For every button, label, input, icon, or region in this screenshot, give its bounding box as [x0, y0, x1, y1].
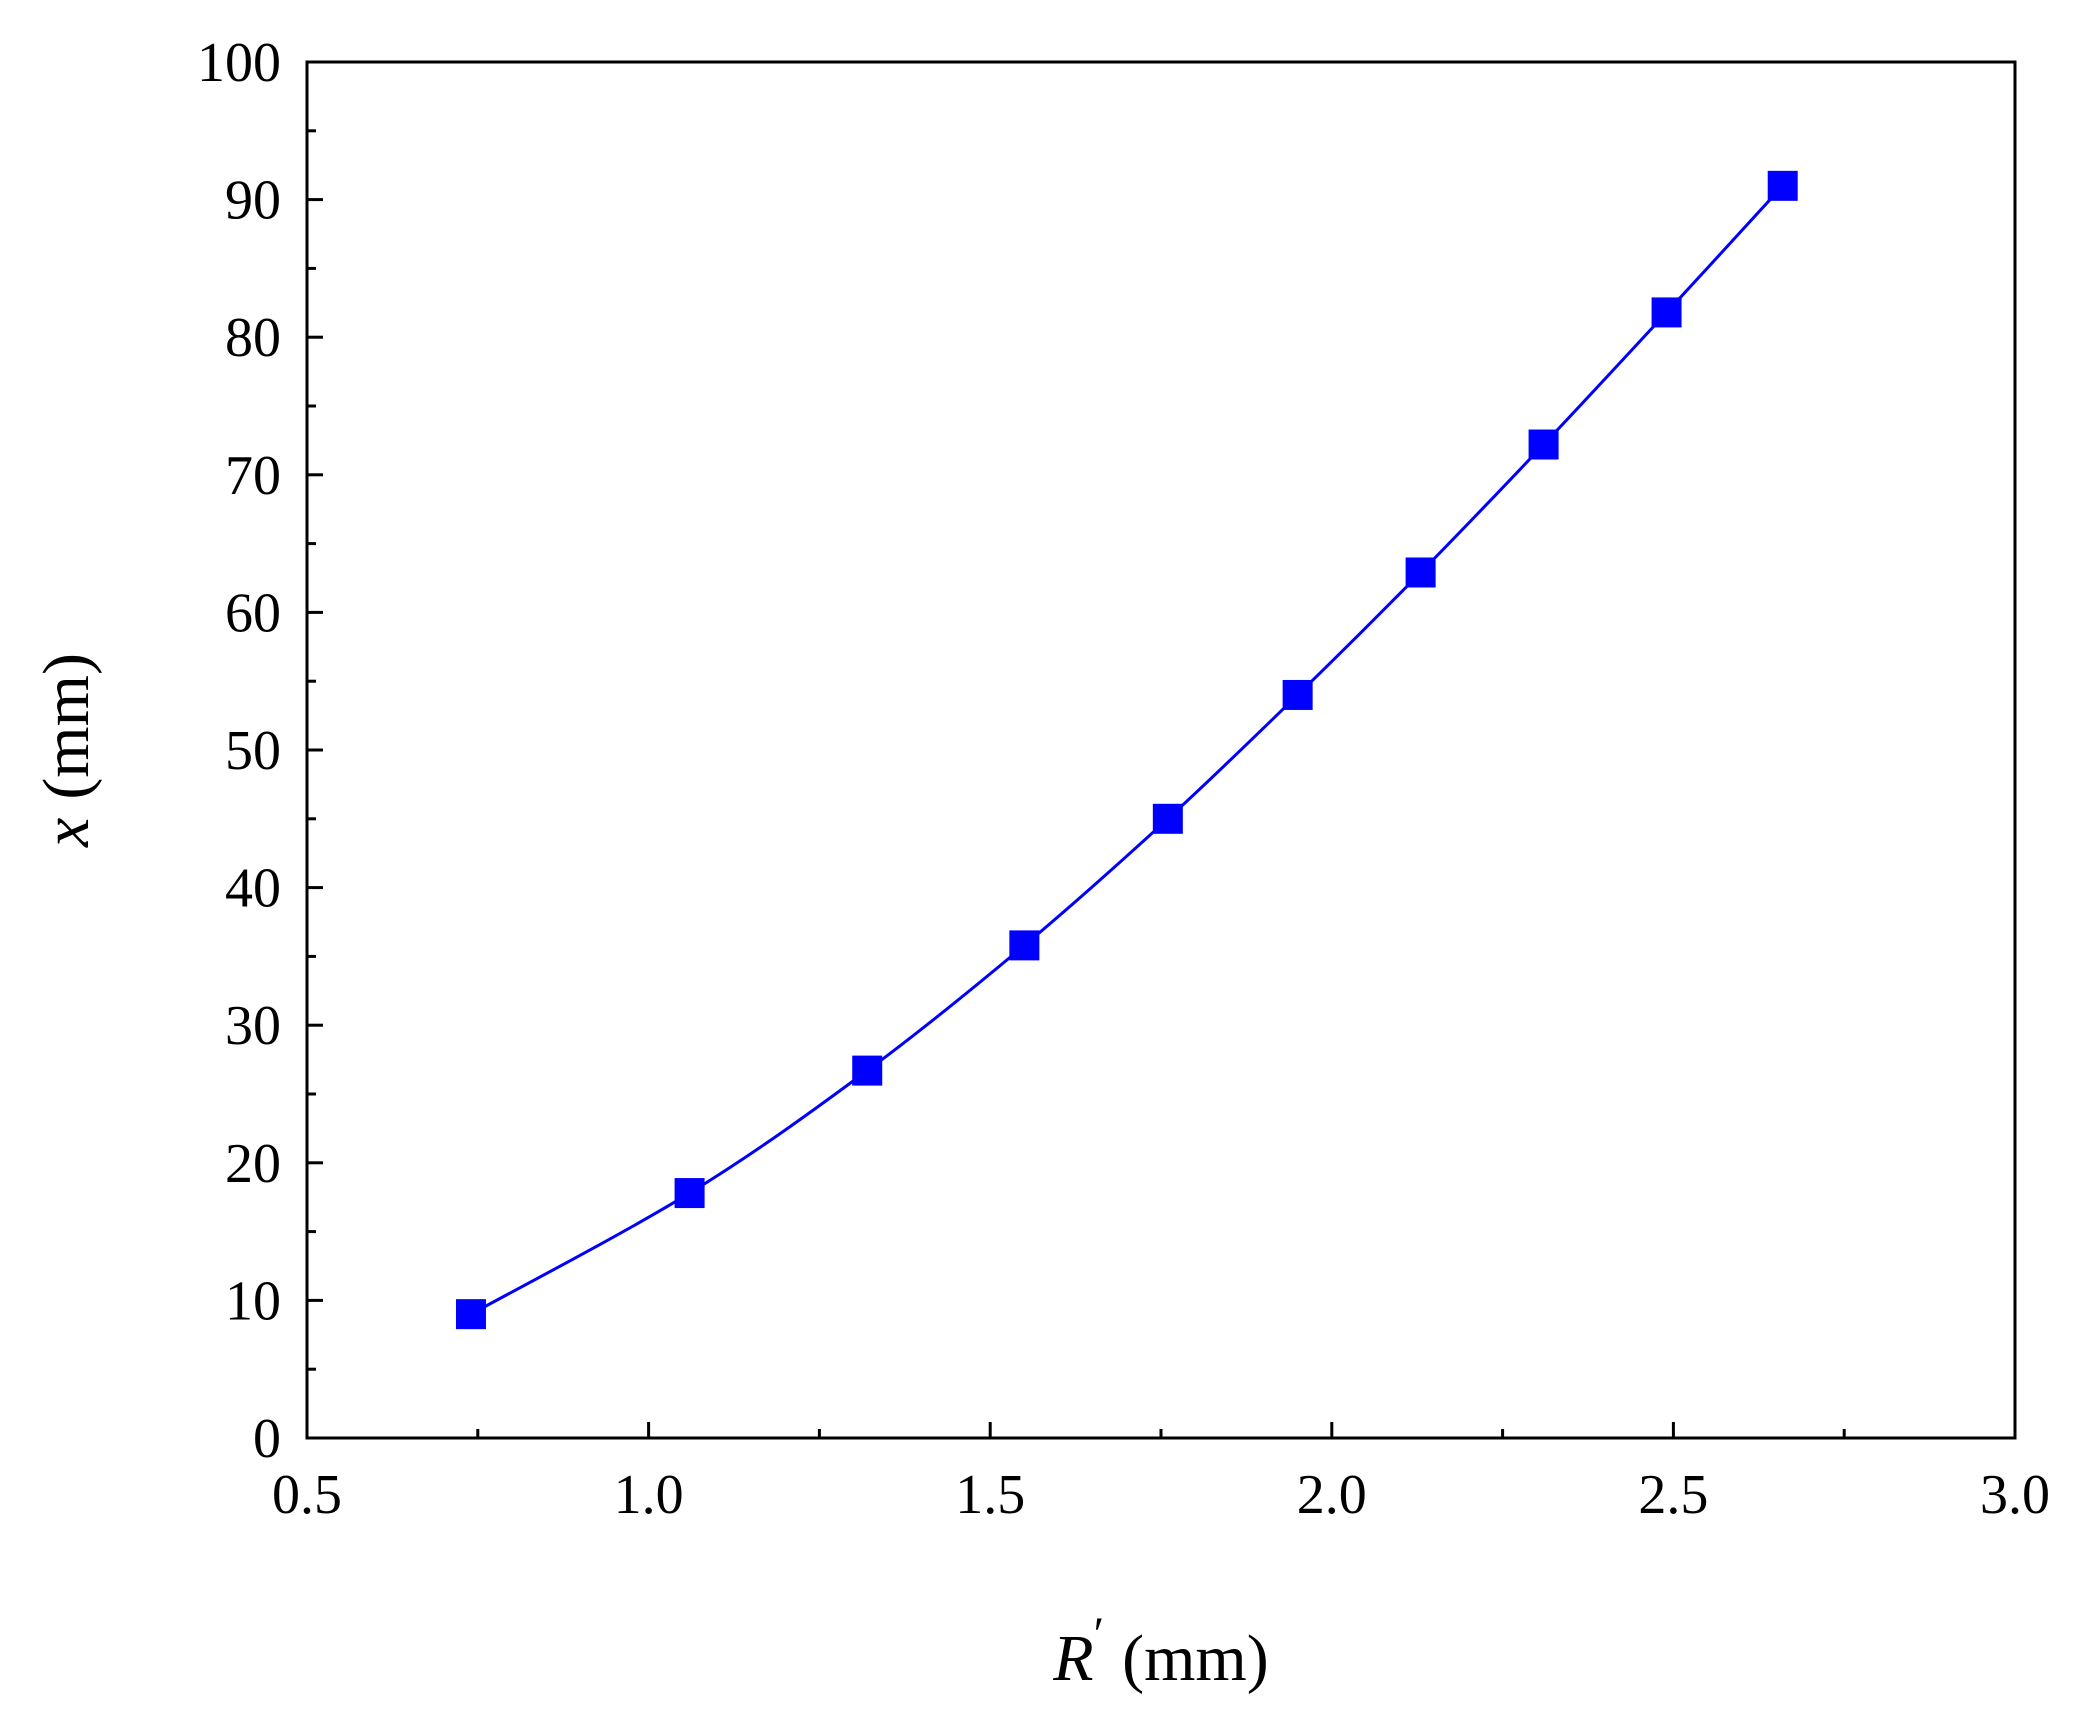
data-point-marker: [1009, 930, 1040, 961]
data-point-marker: [1405, 557, 1436, 588]
ticks-layer: 0.5 1.0 1.5 2.0 2.5 3.0 0 10 20 30 40 50 60 70 80 90 100: [197, 32, 2050, 1526]
series-line: [470, 184, 1784, 1316]
x-tick-label: 1.0: [614, 1464, 684, 1526]
y-tick-label: 90: [225, 170, 281, 232]
plot-frame: [305, 60, 2017, 1440]
data-point-marker: [1152, 803, 1183, 834]
y-tick-label: 20: [225, 1133, 281, 1195]
y-tick-label: 80: [225, 307, 281, 369]
y-tick-label: 10: [225, 1270, 281, 1332]
series-layer: [455, 170, 1798, 1330]
data-point-marker: [455, 1299, 486, 1330]
data-point-marker: [1528, 429, 1559, 460]
y-tick-label: 0: [253, 1408, 281, 1470]
x-axis-symbol: R: [1052, 1622, 1093, 1695]
y-axis-symbol: x: [30, 818, 103, 848]
x-axis-title: R′ (mm): [1052, 1608, 1268, 1695]
x-axis-unit: (mm): [1122, 1622, 1269, 1695]
x-tick-label: 0.5: [272, 1464, 342, 1526]
y-axis-title: x (mm): [30, 653, 103, 848]
y-tick-label: 30: [225, 995, 281, 1057]
data-point-marker: [852, 1055, 883, 1086]
y-tick-label: 70: [225, 445, 281, 507]
y-tick-label: 40: [225, 858, 281, 920]
x-tick-label: 1.5: [955, 1464, 1025, 1526]
y-tick-label: 100: [197, 32, 281, 94]
data-point-marker: [1767, 170, 1798, 201]
data-point-marker: [1282, 679, 1313, 710]
y-tick-label: 60: [225, 582, 281, 644]
y-axis-unit: (mm): [30, 653, 103, 800]
data-point-marker: [674, 1178, 705, 1209]
y-tick-label: 50: [225, 720, 281, 782]
data-point-marker: [1651, 297, 1682, 328]
x-tick-label: 2.0: [1297, 1464, 1367, 1526]
x-tick-label: 3.0: [1980, 1464, 2050, 1526]
x-tick-label: 2.5: [1638, 1464, 1708, 1526]
x-axis-prime: ′: [1094, 1608, 1105, 1661]
